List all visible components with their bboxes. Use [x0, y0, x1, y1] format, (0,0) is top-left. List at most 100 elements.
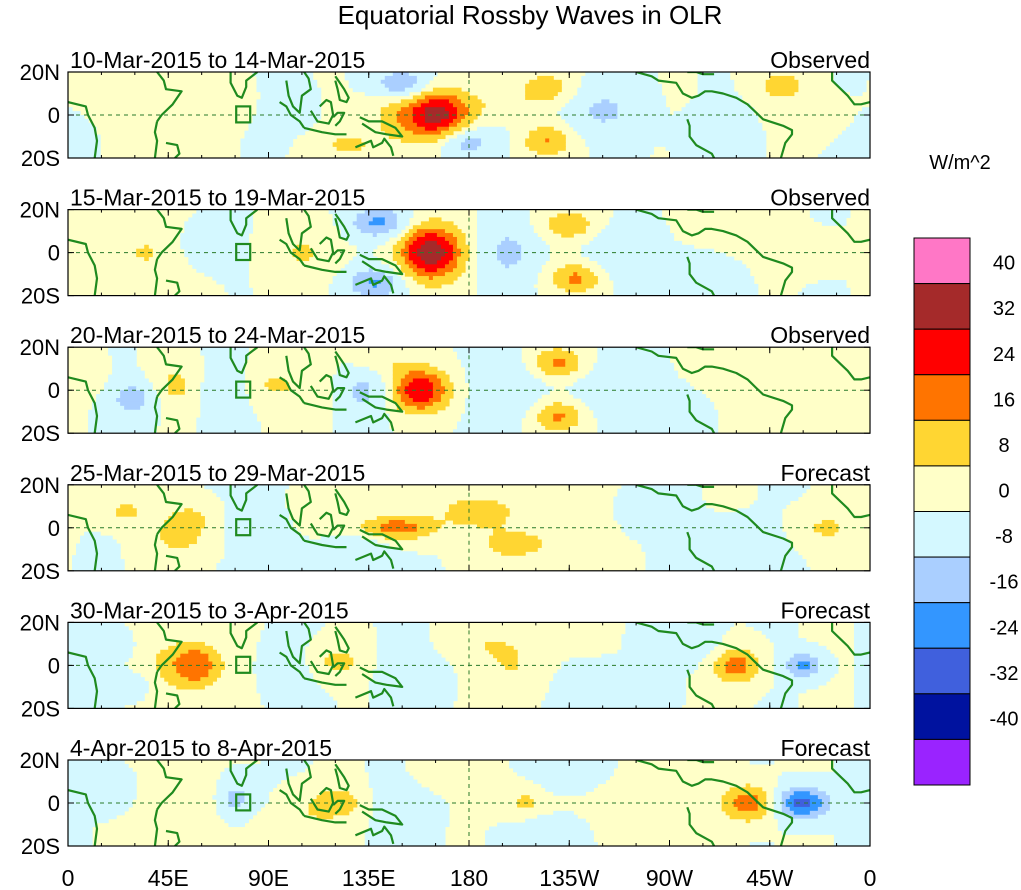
olr-cell — [244, 791, 270, 796]
olr-cell — [112, 370, 145, 376]
olr-cell — [853, 641, 870, 647]
olr-cell — [416, 523, 442, 529]
olr-cell — [196, 429, 262, 434]
coastline — [359, 391, 404, 413]
olr-cell — [432, 382, 442, 387]
olr-cell — [793, 653, 811, 659]
olr-cell — [372, 810, 450, 816]
olr-cell — [456, 425, 522, 430]
olr-cell — [601, 99, 610, 104]
panel-date-label: 15-Mar-2015 to 19-Mar-2015 — [70, 185, 365, 211]
olr-cell — [613, 504, 707, 509]
olr-cell — [773, 645, 827, 651]
olr-cell — [168, 386, 185, 391]
olr-cell — [332, 394, 354, 399]
olr-cell — [400, 264, 410, 269]
olr-cell — [609, 221, 667, 226]
olr-cell — [521, 248, 550, 254]
olr-cell — [589, 405, 715, 411]
olr-cell — [793, 799, 811, 804]
olr-cell — [517, 260, 546, 265]
coastline — [359, 804, 404, 826]
olr-cell — [364, 91, 410, 97]
coastline — [153, 534, 159, 571]
olr-cell — [216, 810, 258, 816]
olr-cell — [432, 87, 462, 93]
olr-cell — [733, 799, 759, 804]
olr-cell — [200, 405, 254, 411]
olr-cell — [773, 803, 783, 808]
coastline — [156, 622, 183, 673]
olr-cell — [68, 630, 133, 635]
olr-cell — [224, 551, 418, 556]
olr-cell — [617, 649, 711, 655]
olr-cell — [777, 783, 870, 788]
olr-cell — [68, 634, 133, 639]
olr-cell — [204, 362, 246, 368]
olr-cell — [412, 240, 426, 246]
olr-cell — [545, 696, 687, 702]
olr-cell — [581, 75, 659, 81]
olr-cell — [489, 543, 542, 548]
olr-cell — [112, 358, 137, 364]
olr-cell — [216, 791, 229, 796]
olr-cell — [420, 256, 442, 262]
olr-cell — [368, 398, 386, 403]
olr-cell — [208, 657, 221, 663]
olr-cell — [452, 103, 466, 108]
olr-cell — [200, 390, 246, 395]
coastlines — [68, 622, 870, 709]
olr-cell — [697, 83, 735, 89]
olr-cell — [392, 386, 398, 391]
coastline — [359, 528, 404, 551]
olr-cell — [436, 126, 450, 132]
coastline — [156, 72, 183, 123]
olr-cell — [68, 681, 149, 686]
olr-cell — [444, 142, 462, 147]
olr-cell — [404, 519, 446, 525]
olr-cell — [184, 248, 250, 254]
olr-cell — [404, 244, 410, 250]
coastline — [359, 666, 404, 689]
olr-cell — [509, 236, 542, 242]
olr-cell — [817, 657, 839, 663]
olr-cell — [829, 795, 870, 800]
olr-cell — [396, 401, 406, 407]
colorbar-label: 8 — [998, 435, 1009, 457]
olr-cell — [549, 217, 586, 222]
olr-cell — [120, 390, 145, 395]
coastlines — [68, 209, 870, 296]
olr-cell — [781, 810, 795, 816]
coastline — [68, 651, 99, 709]
coastline — [303, 402, 347, 411]
olr-cell — [444, 252, 454, 258]
olr-cell — [853, 626, 870, 631]
olr-cell — [168, 390, 185, 395]
coastline — [830, 760, 870, 794]
olr-cell — [368, 688, 458, 694]
olr-cell — [605, 118, 759, 124]
olr-cell — [585, 138, 767, 143]
olr-cell — [757, 700, 799, 706]
olr-cell — [781, 795, 791, 800]
colorbar-label: 40 — [993, 253, 1015, 275]
olr-cell — [565, 358, 578, 364]
olr-cell — [777, 779, 870, 785]
olr-cell — [144, 390, 157, 395]
olr-cell — [368, 221, 386, 226]
olr-cell — [164, 519, 205, 525]
olr-cell — [312, 799, 358, 804]
olr-cell — [581, 248, 715, 254]
olr-cell — [529, 79, 562, 85]
olr-cell — [697, 87, 735, 93]
olr-cell — [256, 75, 314, 81]
olr-cell — [216, 799, 229, 804]
olr-cell — [76, 547, 121, 552]
olr-cell — [689, 99, 743, 104]
olr-cell — [789, 669, 819, 674]
olr-cell — [497, 252, 522, 258]
olr-cell — [244, 134, 298, 140]
olr-cell — [501, 260, 518, 265]
olr-cell — [176, 665, 213, 670]
olr-cell — [613, 287, 759, 293]
